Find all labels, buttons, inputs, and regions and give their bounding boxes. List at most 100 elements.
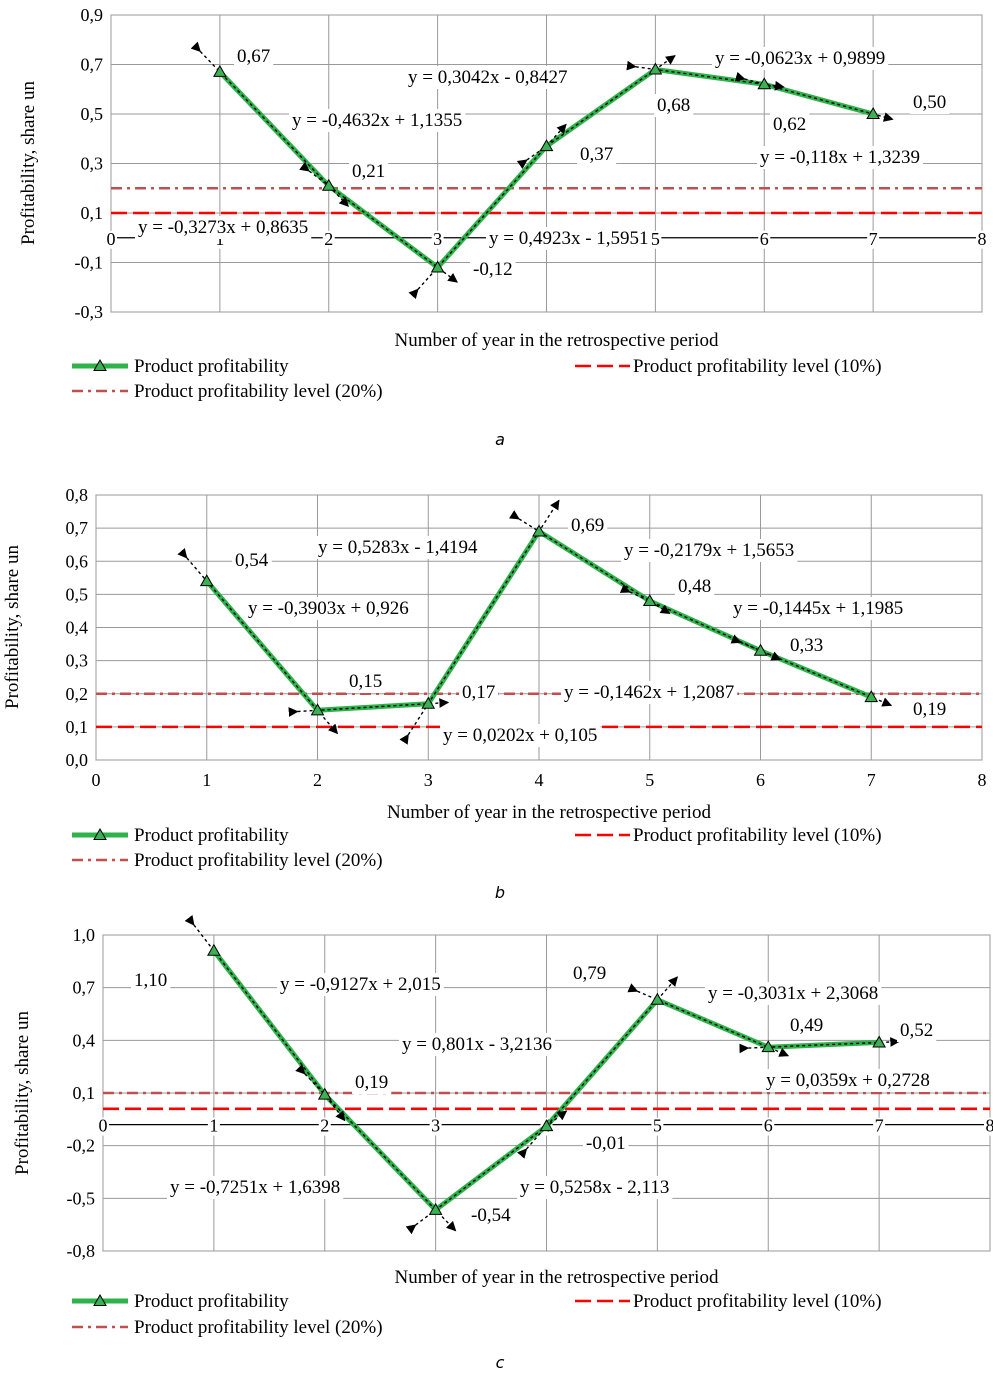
- data-point-marker: [648, 62, 663, 75]
- label-background: [468, 1204, 515, 1227]
- data-label: 0,54: [235, 550, 269, 571]
- data-label: 0,37: [580, 144, 613, 165]
- legend-label: Product profitability level (10%): [633, 356, 882, 377]
- trendline-equation: y = 0,0202x + 0,105: [443, 725, 597, 746]
- data-point-marker: [650, 992, 665, 1005]
- label-background: [910, 698, 950, 721]
- y-tick-label: 0,7: [81, 55, 104, 75]
- legend-label: Product profitability level (10%): [633, 825, 882, 846]
- label-background: [770, 113, 810, 136]
- data-point-marker: [321, 178, 336, 191]
- x-tick-bg: [867, 230, 880, 249]
- label-background: [705, 982, 882, 1005]
- label-background: [245, 597, 412, 620]
- data-point-marker: [213, 64, 227, 77]
- x-tick-label: 5: [651, 229, 660, 249]
- label-background: [232, 549, 272, 572]
- chart-panel-b: 0,0 0,1 0,2 0,3 0,4 0,5 0,6 0,7 0,8 0 1 2 3 4 5 6 7 8 0,54…: [2, 485, 987, 902]
- trendline-equation: y = -0,7251x + 1,6398: [170, 1177, 340, 1198]
- data-label: -0,12: [473, 259, 513, 280]
- x-tick-label: 1: [209, 1116, 218, 1136]
- y-tick-label: 0,7: [73, 978, 96, 998]
- x-tick-label: 8: [978, 770, 987, 790]
- data-point-marker: [430, 260, 445, 273]
- data-point-marker: [864, 690, 879, 703]
- y-tick-label: 0,5: [66, 584, 89, 604]
- y-tick-label: -0,1: [75, 253, 104, 273]
- trendline-equation: y = 0,5283x - 1,4194: [318, 537, 478, 558]
- x-tick-bg: [758, 230, 771, 249]
- label-background: [405, 66, 571, 89]
- data-label: 0,69: [571, 515, 604, 536]
- x-axis-title: Number of year in the retrospective peri…: [387, 802, 711, 823]
- x-tick-label: 2: [313, 770, 322, 790]
- panel-caption: c: [496, 1353, 505, 1372]
- x-tick-bg: [976, 230, 988, 249]
- trendline: [739, 1037, 901, 1054]
- legend-marker: [93, 358, 107, 371]
- data-point-marker: [207, 943, 221, 956]
- x-tick-label: 4: [535, 770, 544, 790]
- trendline: [626, 60, 785, 91]
- y-tick-label: -0,3: [75, 302, 104, 322]
- chart-panel-a: -0,3-0,10,10,30,50,70,90123456780,670,21…: [18, 5, 988, 449]
- trendline: [288, 698, 450, 717]
- trendline-equation: y = 0,3042x - 0,8427: [408, 67, 568, 88]
- x-tick-label: 8: [986, 1116, 993, 1136]
- trendline-equation: y = -0,1445x + 1,1985: [733, 598, 903, 619]
- x-tick-label: 1: [202, 770, 211, 790]
- legend: Product profitability Product profitabili…: [72, 356, 882, 402]
- data-label: 0,15: [349, 671, 382, 692]
- data-label: 0,68: [657, 95, 690, 116]
- data-label: 0,17: [462, 682, 495, 703]
- legend: Product profitability Product profitabili…: [72, 1291, 882, 1338]
- x-tick-label: 6: [764, 1116, 773, 1136]
- legend-marker: [93, 827, 107, 840]
- legend-label: Product profitability level (20%): [134, 381, 383, 402]
- trendline: [517, 976, 678, 1159]
- data-point-marker: [539, 1119, 554, 1132]
- legend-label: Product profitability: [134, 825, 289, 846]
- trendline-equation: y = -0,3273x + 0,8635: [138, 217, 308, 238]
- trendline: [408, 123, 567, 300]
- label-background: [399, 1033, 556, 1056]
- trendline-equation: y = -0,2179x + 1,5653: [624, 540, 794, 561]
- label-background: [730, 597, 907, 620]
- label-background: [352, 1071, 392, 1094]
- x-tick-label: 2: [320, 1116, 329, 1136]
- legend-label: Product profitability: [134, 1291, 289, 1312]
- x-tick-label: 3: [431, 1116, 440, 1136]
- x-tick-bg: [207, 1117, 220, 1136]
- data-point-marker: [539, 139, 554, 152]
- label-background: [787, 1014, 827, 1037]
- y-tick-label: -0,2: [67, 1136, 96, 1156]
- label-background: [675, 575, 715, 598]
- data-label: -0,54: [471, 1205, 511, 1226]
- x-tick-label: 7: [869, 229, 878, 249]
- trendline-equation: y = -0,3903x + 0,926: [248, 598, 409, 619]
- trendline-equation: y = 0,0359x + 0,2728: [766, 1070, 930, 1091]
- x-axis-title: Number of year in the retrospective peri…: [395, 1267, 719, 1288]
- label-background: [349, 160, 389, 183]
- legend-label: Product profitability: [134, 356, 289, 377]
- label-background: [470, 258, 516, 281]
- y-tick-label: 0,3: [81, 154, 104, 174]
- x-tick-label: 3: [424, 770, 433, 790]
- y-tick-label: 0,5: [81, 104, 104, 124]
- label-background: [440, 724, 601, 747]
- label-background: [577, 143, 617, 166]
- trendline-equation: y = -0,1462x + 1,2087: [564, 682, 734, 703]
- label-background: [234, 45, 274, 68]
- y-tick-label: 0,2: [66, 684, 89, 704]
- x-tick-label: 6: [760, 229, 769, 249]
- legend-label: Product profitability level (20%): [134, 1317, 383, 1338]
- trendline-equation: y = -0,3031x + 2,3068: [708, 983, 878, 1004]
- label-background: [583, 1132, 629, 1155]
- x-tick-label: 0: [99, 1116, 108, 1136]
- data-label: 0,48: [678, 576, 711, 597]
- data-point-marker: [757, 77, 772, 90]
- label-background: [277, 973, 444, 996]
- data-point-marker: [642, 593, 657, 606]
- label-background: [897, 1019, 937, 1042]
- label-background: [517, 1176, 673, 1199]
